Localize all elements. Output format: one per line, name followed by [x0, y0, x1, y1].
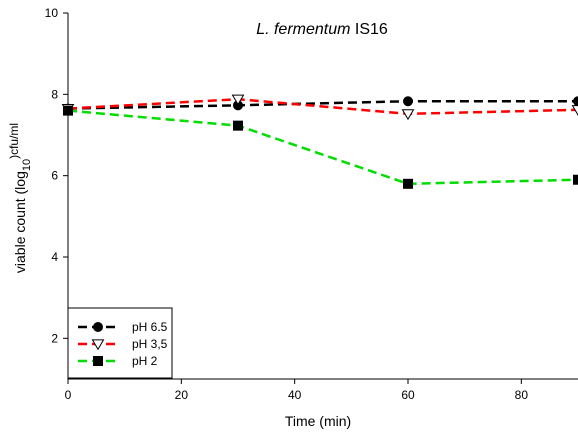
y-axis-ticks: 2 4 6 8 10 [45, 6, 68, 345]
chart-title: L. fermentum IS16 [256, 21, 388, 38]
data-point-ph-3-5 [401, 109, 415, 121]
data-point-ph-6-5 [573, 96, 578, 107]
y-axis-label-sub: 10 [21, 159, 33, 171]
y-tick-label: 10 [45, 6, 59, 20]
legend-marker-ph-2 [93, 356, 103, 366]
x-axis-ticks: 0 20 40 60 80 [65, 379, 529, 402]
series-ph-3-5 [61, 94, 578, 121]
legend-label-ph-3-5: pH 3,5 [132, 337, 168, 351]
data-point-ph-2 [63, 105, 73, 116]
legend-marker-ph-6-5 [93, 322, 103, 332]
legend-label-ph-6-5: pH 6.5 [132, 320, 168, 334]
series-line-ph-6-5 [67, 99, 578, 110]
x-tick-label: 40 [288, 388, 302, 402]
chart-title-italic: L. fermentum [256, 21, 350, 38]
y-tick-label: 6 [51, 169, 58, 183]
y-tick-label: 8 [51, 87, 58, 101]
x-tick-label: 60 [401, 388, 415, 402]
x-axis-label: Time (min) [285, 413, 351, 429]
legend: pH 6.5 pH 3,5 pH 2 [67, 307, 173, 379]
data-point-ph-3-5 [231, 94, 245, 106]
data-point-ph-2 [403, 178, 413, 189]
series-line-ph-3-5 [67, 97, 578, 116]
y-axis-label-main: viable count (log [12, 171, 28, 273]
x-tick-label: 20 [175, 388, 189, 402]
y-tick-label: 2 [51, 331, 58, 345]
data-point-ph-3-5 [571, 105, 578, 116]
data-point-ph-6-5 [403, 96, 413, 107]
series-line-ph-2 [67, 109, 578, 186]
legend-marker-ph-3-5 [91, 339, 105, 351]
x-tick-label: 80 [515, 388, 529, 402]
series-layer [61, 94, 578, 189]
data-point-ph-2 [233, 120, 243, 131]
legend-label-ph-2: pH 2 [132, 354, 158, 368]
y-axis-label-sup: )cfu/ml [7, 123, 21, 159]
y-axis-label: viable count (log10)cfu/ml [7, 123, 33, 273]
x-tick-label: 0 [65, 388, 72, 402]
data-point-ph-2 [573, 174, 578, 185]
series-ph-2 [63, 105, 578, 189]
y-tick-label: 4 [51, 250, 58, 264]
chart-title-rest: IS16 [350, 21, 387, 38]
